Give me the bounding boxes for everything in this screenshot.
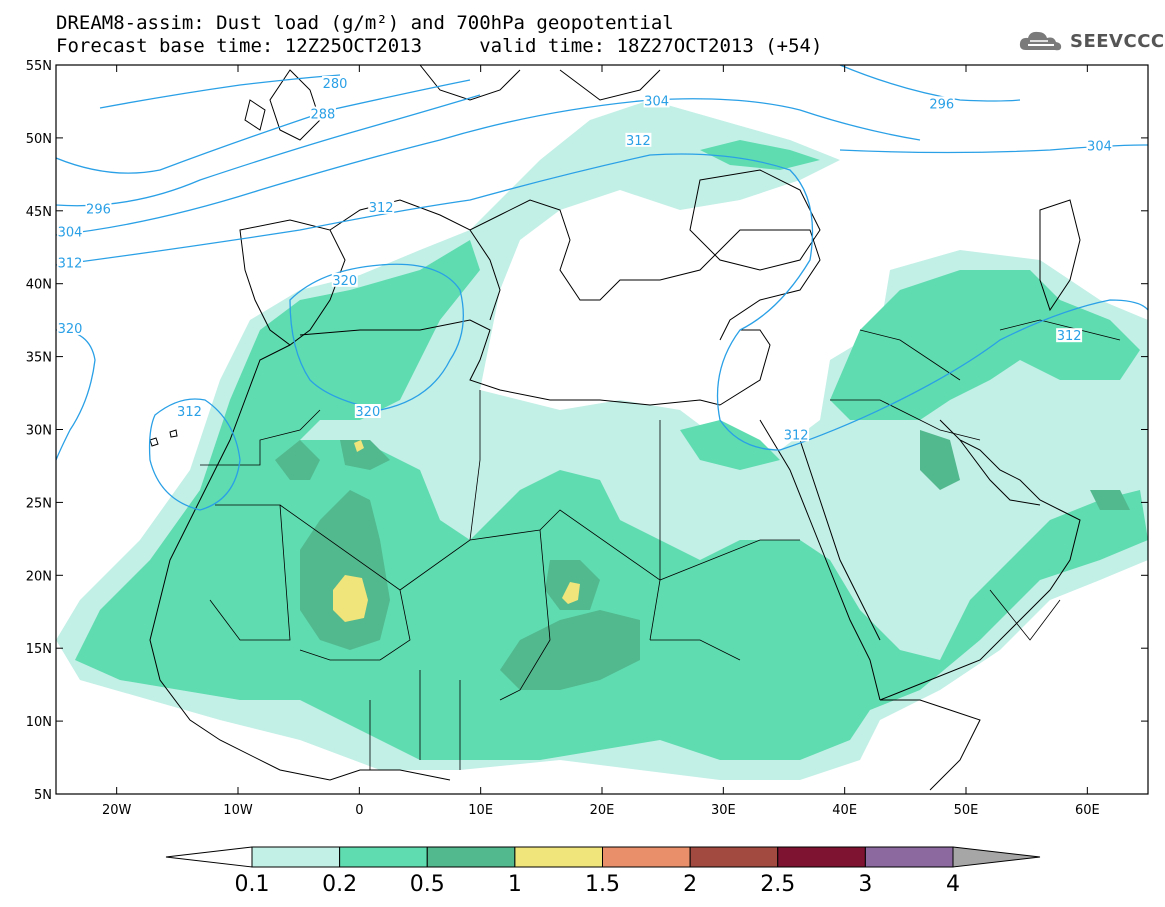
contour-label: 320 xyxy=(58,322,83,337)
colorbar-level-label: 1 xyxy=(508,872,522,897)
colorbar-swatch xyxy=(251,846,341,868)
colorbar-swatch xyxy=(689,846,779,868)
logo-text: SEEVCCC xyxy=(1070,30,1165,52)
country-borders xyxy=(200,319,1121,770)
contour-label-bg xyxy=(368,199,395,214)
colorbar-over-arrow xyxy=(952,846,1041,868)
lon-tick-label: 50E xyxy=(954,803,979,818)
contour-label-bg xyxy=(57,255,83,270)
colorbar-level-label: 4 xyxy=(946,872,960,897)
forecast-time-line: Forecast base time: 12Z25OCT2013 valid t… xyxy=(56,35,823,57)
contour-label: 288 xyxy=(311,108,336,123)
lon-tick-label: 0 xyxy=(355,803,363,818)
contour-label: 312 xyxy=(58,256,83,271)
lon-tick-label: 30E xyxy=(711,803,736,818)
contour-label-bg xyxy=(643,93,670,108)
contour-label-bg xyxy=(85,201,112,216)
colorbar-level-label: 0.5 xyxy=(410,872,445,897)
contour-label: 320 xyxy=(355,405,380,420)
lon-tick-label: 20W xyxy=(102,803,132,818)
lon-tick-label: 10E xyxy=(468,803,493,818)
map-title: DREAM8-assim: Dust load (g/m²) and 700hP… xyxy=(56,12,674,34)
contour-label-bg xyxy=(331,272,358,287)
colorbar-swatch xyxy=(602,846,691,868)
contour-label: 296 xyxy=(86,202,111,217)
colorbar-swatch xyxy=(514,846,603,868)
contour-label: 320 xyxy=(332,274,357,289)
contour-label-bg xyxy=(783,427,810,442)
colorbar-swatch xyxy=(864,846,954,868)
colorbar-under-arrow xyxy=(165,846,253,868)
lat-tick-label: 15N xyxy=(26,642,52,657)
colorbar-level-label: 0.2 xyxy=(322,872,357,897)
contour-label-bg xyxy=(309,106,336,121)
contour-label: 296 xyxy=(929,97,954,112)
contour-label: 312 xyxy=(784,428,809,443)
colorbar-level-label: 2.5 xyxy=(760,872,795,897)
contour-label-bg xyxy=(354,404,381,419)
colorbar-swatch xyxy=(339,846,428,868)
colorbar-swatch xyxy=(426,846,516,868)
lat-tick-label: 25N xyxy=(26,496,52,511)
contour-label-bg xyxy=(57,320,83,335)
dust-level-1 xyxy=(333,440,580,622)
contour-label-bg xyxy=(1056,328,1083,343)
contour-label: 304 xyxy=(644,94,669,109)
contour-label-bg xyxy=(322,75,349,90)
lat-tick-label: 40N xyxy=(26,278,52,293)
lon-tick-label: 40E xyxy=(832,803,857,818)
dust-level-0.5 xyxy=(275,430,1130,690)
cloud-icon xyxy=(1019,31,1062,51)
lon-tick-label: 20E xyxy=(590,803,615,818)
contour-label: 312 xyxy=(1057,329,1082,344)
colorbar-level-label: 3 xyxy=(858,872,872,897)
contour-label-bg xyxy=(625,132,652,147)
lat-tick-label: 10N xyxy=(26,715,52,730)
lat-tick-label: 35N xyxy=(26,351,52,366)
contour-label: 312 xyxy=(177,405,202,420)
contour-label-bg xyxy=(928,96,955,111)
coastlines xyxy=(149,65,1081,791)
contour-label-bg xyxy=(57,224,83,239)
axes: 20W 10W 0 10E 20E 30E 40E 50E 60E 55N 50N 45N 40N 35N… xyxy=(26,59,1148,818)
geopotential-contours xyxy=(56,65,1148,511)
contour-label: 312 xyxy=(626,134,651,149)
lat-tick-label: 30N xyxy=(26,424,52,439)
lat-tick-label: 45N xyxy=(26,205,52,220)
contour-label-bg xyxy=(176,404,203,419)
lat-tick-label: 5N xyxy=(34,788,52,803)
lon-tick-label: 60E xyxy=(1075,803,1100,818)
contour-label-bg xyxy=(1086,138,1113,153)
lat-tick-label: 50N xyxy=(26,132,52,147)
lon-tick-label: 10W xyxy=(223,803,253,818)
colorbar-level-label: 2 xyxy=(683,872,697,897)
colorbar: 0.1 0.2 0.5 1 1.5 2 2.5 3 4 xyxy=(165,846,1041,897)
lat-tick-label: 55N xyxy=(26,59,52,74)
contour-label: 304 xyxy=(58,226,83,241)
colorbar-level-label: 1.5 xyxy=(585,872,620,897)
colorbar-level-label: 0.1 xyxy=(235,872,270,897)
colorbar-swatch xyxy=(777,846,866,868)
contour-label: 280 xyxy=(323,77,348,92)
lat-tick-label: 20N xyxy=(26,569,52,584)
contour-label: 312 xyxy=(369,201,394,216)
seevccc-logo: SEEVCCC xyxy=(1018,28,1165,54)
contour-label: 304 xyxy=(1087,140,1112,155)
